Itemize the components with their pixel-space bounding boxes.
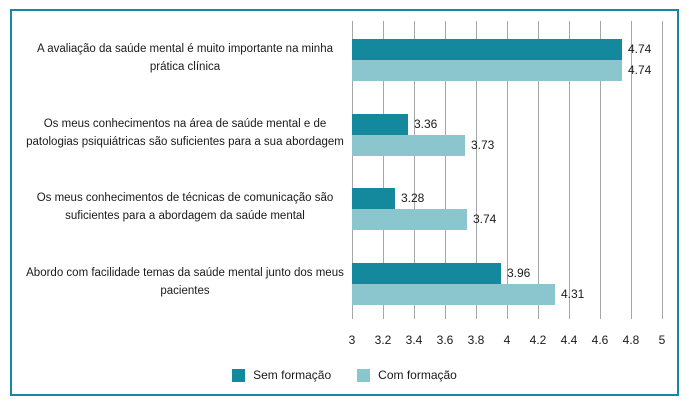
x-tick-label: 3 (348, 333, 356, 347)
legend-label: Sem formação (253, 368, 332, 382)
x-tick-label: 4.6 (591, 333, 609, 347)
bar-value-label: 3.96 (507, 266, 531, 280)
category-label: A avaliação da saúde mental é muito impo… (37, 43, 333, 74)
category-label: Os meus conhecimentos de técnicas de com… (36, 192, 334, 223)
bar-value-label: 4.74 (628, 42, 652, 56)
gridline (631, 21, 632, 319)
bar-value-label: 4.31 (561, 287, 585, 301)
gridline (507, 21, 508, 319)
bar-value-label: 3.28 (401, 191, 425, 205)
gridline (538, 21, 539, 319)
x-tick-label: 4.2 (529, 333, 547, 347)
x-tick-label: 4.8 (622, 333, 640, 347)
x-tick-label: 4 (503, 333, 511, 347)
x-tick-label: 3.4 (405, 333, 423, 347)
x-tick-label: 4.4 (560, 333, 578, 347)
x-tick-label: 3.8 (467, 333, 485, 347)
legend: Sem formação Com formação (12, 368, 677, 382)
bar-com-formacao (352, 209, 467, 230)
chart-frame: A avaliação da saúde mental é muito impo… (10, 9, 679, 396)
bar-value-label: 3.73 (471, 138, 495, 152)
bar-sem-formacao (352, 188, 395, 209)
legend-swatch (232, 368, 246, 382)
gridline (352, 21, 353, 319)
gridline (476, 21, 477, 319)
bar-com-formacao (352, 135, 465, 156)
bar-value-label: 4.74 (628, 63, 652, 77)
gridline (445, 21, 446, 319)
x-tick-label: 3.2 (374, 333, 392, 347)
bar-com-formacao (352, 60, 622, 81)
legend-label: Com formação (378, 368, 457, 382)
gridline (662, 21, 663, 319)
bar-value-label: 3.74 (473, 212, 497, 226)
category-label: Os meus conhecimentos na área de saúde m… (26, 117, 344, 148)
plot-area: 4.74 4.74 3.36 3.73 3.28 3.74 3.96 4.31 (352, 21, 663, 319)
bar-sem-formacao (352, 39, 622, 60)
legend-swatch (357, 368, 371, 382)
gridline (600, 21, 601, 319)
bar-com-formacao (352, 284, 555, 305)
gridline (569, 21, 570, 319)
legend-item: Com formação (357, 368, 457, 382)
legend-item: Sem formação (232, 368, 331, 382)
gridline (383, 21, 384, 319)
gridline (414, 21, 415, 319)
x-tick-label: 5 (658, 333, 666, 347)
bar-sem-formacao (352, 114, 408, 135)
category-label: Abordo com facilidade temas da saúde men… (26, 266, 344, 297)
x-tick-label: 3.6 (436, 333, 454, 347)
bar-sem-formacao (352, 263, 501, 284)
bar-value-label: 3.36 (414, 117, 438, 131)
